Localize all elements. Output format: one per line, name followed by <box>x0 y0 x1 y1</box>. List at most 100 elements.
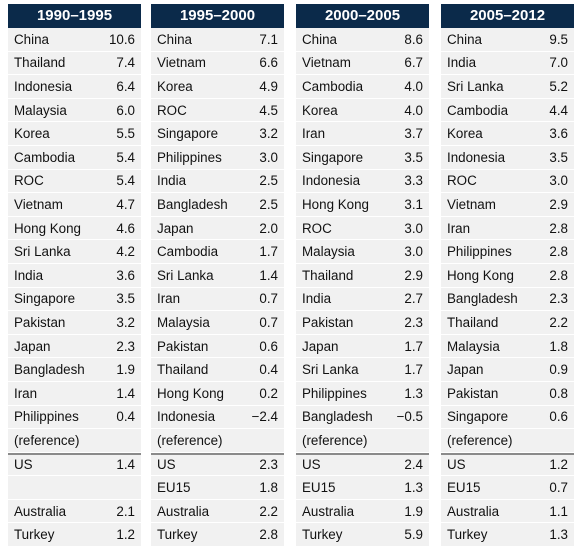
country-name: Indonesia <box>302 173 361 189</box>
reference-row: EU15 1.8 <box>151 476 284 500</box>
growth-value: 2.9 <box>549 196 568 212</box>
country-name: Iran <box>302 126 326 142</box>
reference-row: US 2.3 <box>151 452 284 477</box>
country-name: Sri Lanka <box>302 362 359 378</box>
country-name: Vietnam <box>157 55 206 71</box>
growth-value: 3.0 <box>259 149 278 165</box>
country-name: Cambodia <box>157 244 219 260</box>
country-name: India <box>14 267 44 283</box>
growth-value: 0.6 <box>259 338 278 354</box>
table-row: Malaysia 3.0 <box>296 240 429 264</box>
growth-value: 2.8 <box>549 244 568 260</box>
country-name: (reference) <box>14 432 80 448</box>
table-row: Korea 4.0 <box>296 99 429 123</box>
table-row: Iran 1.4 <box>8 382 141 406</box>
table-row: Cambodia 4.4 <box>441 99 574 123</box>
table-row: India 2.7 <box>296 288 429 312</box>
growth-value: 1.1 <box>549 503 568 519</box>
country-name: Indonesia <box>447 149 506 165</box>
country-name: Bangladesh <box>14 362 85 378</box>
growth-value: 4.4 <box>549 102 568 118</box>
country-name: Vietnam <box>14 196 63 212</box>
country-name: Bangladesh <box>302 409 373 425</box>
growth-value: 1.7 <box>404 362 423 378</box>
growth-value: 0.7 <box>259 314 278 330</box>
country-name: Malaysia <box>447 338 500 354</box>
country-name: Hong Kong <box>447 267 515 283</box>
country-name: Singapore <box>14 291 76 307</box>
country-name: Philippines <box>447 244 512 260</box>
table-row: Pakistan 0.6 <box>151 335 284 359</box>
table-row: Singapore 3.5 <box>8 288 141 312</box>
reference-row: Turkey 2.8 <box>151 523 284 548</box>
reference-row: US 2.4 <box>296 452 429 477</box>
table-row: ROC 4.5 <box>151 99 284 123</box>
table-row: ROC 3.0 <box>296 217 429 241</box>
growth-value: 2.9 <box>404 267 423 283</box>
growth-value: 5.4 <box>116 173 135 189</box>
country-name: Vietnam <box>302 55 351 71</box>
country-name: Turkey <box>302 527 343 543</box>
period-table: 1990–1995 China 10.6 Thailand 7.4 Indonesia 6.… <box>8 4 141 548</box>
growth-value: 2.7 <box>404 291 423 307</box>
period-table: 2000–2005 China 8.6 Vietnam 6.7 Cambodia 4.0 Ko… <box>296 4 429 548</box>
country-name: Hong Kong <box>302 196 370 212</box>
reference-row <box>8 476 141 500</box>
country-name: ROC <box>14 173 44 189</box>
reference-row: Turkey 1.3 <box>441 523 574 548</box>
growth-value: 4.2 <box>116 244 135 260</box>
growth-value: 2.2 <box>549 314 568 330</box>
growth-value: 6.6 <box>259 55 278 71</box>
growth-value: 3.0 <box>404 244 423 260</box>
growth-value: 2.8 <box>549 267 568 283</box>
table-row: (reference) <box>151 429 284 453</box>
country-name: EU15 <box>302 480 336 496</box>
country-name: Thailand <box>157 362 209 378</box>
table-row: Philippines 1.3 <box>296 382 429 406</box>
country-name: Philippines <box>157 149 222 165</box>
country-name: (reference) <box>157 432 223 448</box>
table-row: Cambodia 1.7 <box>151 240 284 264</box>
country-name: Philippines <box>14 409 79 425</box>
table-row: China 7.1 <box>151 28 284 52</box>
growth-value: 1.8 <box>549 338 568 354</box>
table-row: Philippines 3.0 <box>151 146 284 170</box>
table-row: Singapore 3.2 <box>151 122 284 146</box>
country-name: China <box>447 31 482 47</box>
growth-value: 0.4 <box>116 409 135 425</box>
table-row: Sri Lanka 1.4 <box>151 264 284 288</box>
country-name: Iran <box>14 385 38 401</box>
table-row: Vietnam 6.6 <box>151 52 284 76</box>
country-name: Indonesia <box>14 78 73 94</box>
table-row: India 3.6 <box>8 264 141 288</box>
growth-value: 2.3 <box>404 314 423 330</box>
country-name: China <box>14 31 49 47</box>
table-row: Singapore 0.6 <box>441 406 574 430</box>
growth-value: 2.2 <box>259 503 278 519</box>
country-name: Japan <box>447 362 484 378</box>
growth-value: 1.8 <box>259 480 278 496</box>
growth-value: 3.6 <box>549 126 568 142</box>
country-name: Korea <box>447 126 483 142</box>
country-name: Malaysia <box>14 102 67 118</box>
country-name: Korea <box>14 126 50 142</box>
growth-value: 7.1 <box>259 31 278 47</box>
growth-value: 4.9 <box>259 78 278 94</box>
growth-value: 0.4 <box>259 362 278 378</box>
reference-row: EU15 1.3 <box>296 476 429 500</box>
country-name: Korea <box>302 102 338 118</box>
growth-value: 3.7 <box>404 126 423 142</box>
table-row: Philippines 2.8 <box>441 240 574 264</box>
growth-value: 1.2 <box>116 527 135 543</box>
growth-value: 0.6 <box>549 409 568 425</box>
growth-value: 6.0 <box>116 102 135 118</box>
reference-row: Australia 2.1 <box>8 500 141 524</box>
table-row: Vietnam 2.9 <box>441 193 574 217</box>
table-row: Bangladesh 2.3 <box>441 288 574 312</box>
country-name: ROC <box>157 102 187 118</box>
growth-value: 1.2 <box>549 457 568 473</box>
growth-value: 3.5 <box>116 291 135 307</box>
growth-value: 0.2 <box>259 385 278 401</box>
table-row: ROC 5.4 <box>8 170 141 194</box>
period-header: 2005–2012 <box>441 4 574 28</box>
